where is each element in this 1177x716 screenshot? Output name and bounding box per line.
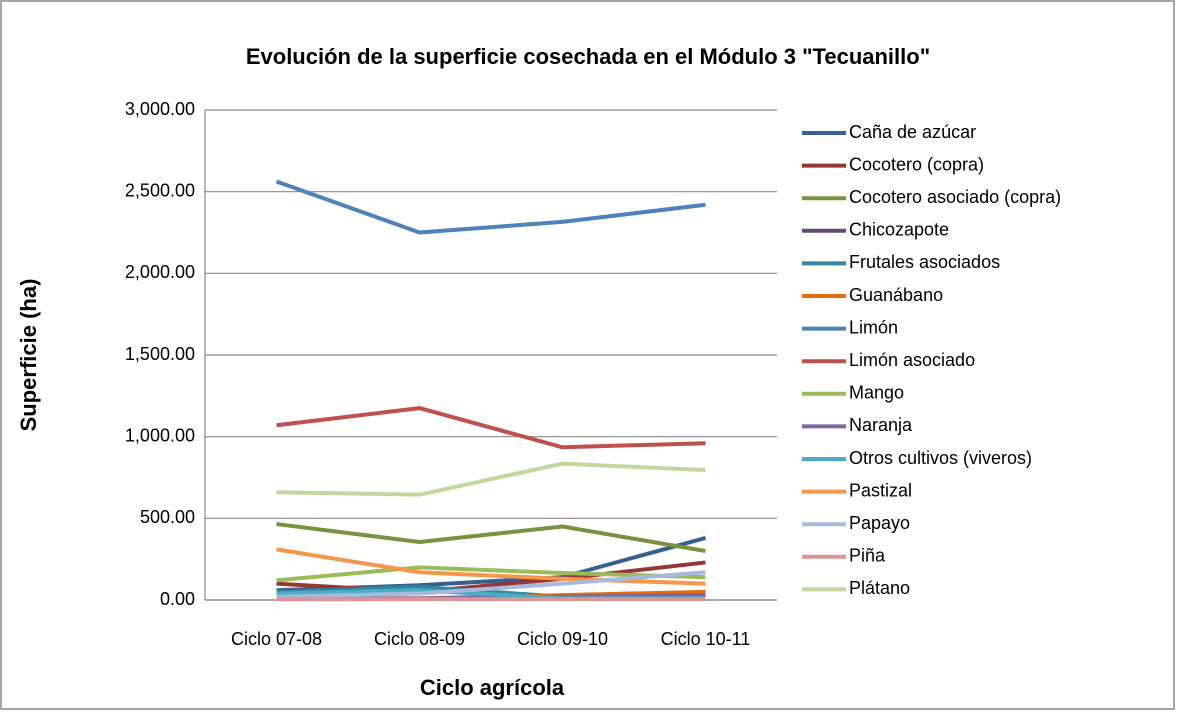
series-line (276, 570, 706, 599)
legend-label: Frutales asociados (849, 252, 1000, 272)
legend-label: Caña de azúcar (849, 122, 976, 142)
legend-label: Cocotero (copra) (849, 154, 984, 174)
y-tick-label: 3,000.00 (125, 99, 195, 119)
legend-label: Guanábano (849, 285, 943, 305)
legend-label: Cocotero asociado (copra) (849, 187, 1061, 207)
x-tick-label: Ciclo 09-10 (517, 629, 608, 649)
y-tick-label: 2,500.00 (125, 180, 195, 200)
legend-label: Chicozapote (849, 220, 949, 240)
legend-label: Naranja (849, 415, 913, 435)
y-tick-label: 1,000.00 (125, 425, 195, 445)
y-tick-label: 2,000.00 (125, 262, 195, 282)
x-axis-label: Ciclo agrícola (420, 675, 565, 700)
legend-label: Mango (849, 383, 904, 403)
y-tick-label: 500.00 (140, 507, 195, 527)
x-tick-label: Ciclo 07-08 (231, 629, 322, 649)
series-line (276, 565, 706, 583)
legend-label: Limón asociado (849, 350, 975, 370)
x-tick-label: Ciclo 10-11 (661, 629, 751, 649)
chart-title: Evolución de la superficie cosechada en … (246, 44, 930, 69)
series-line (276, 522, 706, 553)
legend-label: Papayo (849, 513, 910, 533)
y-tick-label: 1,500.00 (125, 344, 195, 364)
x-tick-label: Ciclo 08-09 (374, 629, 465, 649)
legend-label: Limón (849, 317, 898, 337)
legend-label: Plátano (849, 578, 910, 598)
y-tick-label: 0.00 (160, 589, 195, 609)
series-line (275, 179, 706, 235)
series-line (276, 461, 706, 497)
series-line (276, 406, 706, 450)
y-axis-label: Superficie (ha) (16, 279, 41, 432)
series-line (276, 547, 706, 586)
legend-label: Otros cultivos (viveros) (849, 448, 1032, 468)
legend-label: Pastizal (849, 480, 912, 500)
legend-label: Piña (849, 546, 886, 566)
